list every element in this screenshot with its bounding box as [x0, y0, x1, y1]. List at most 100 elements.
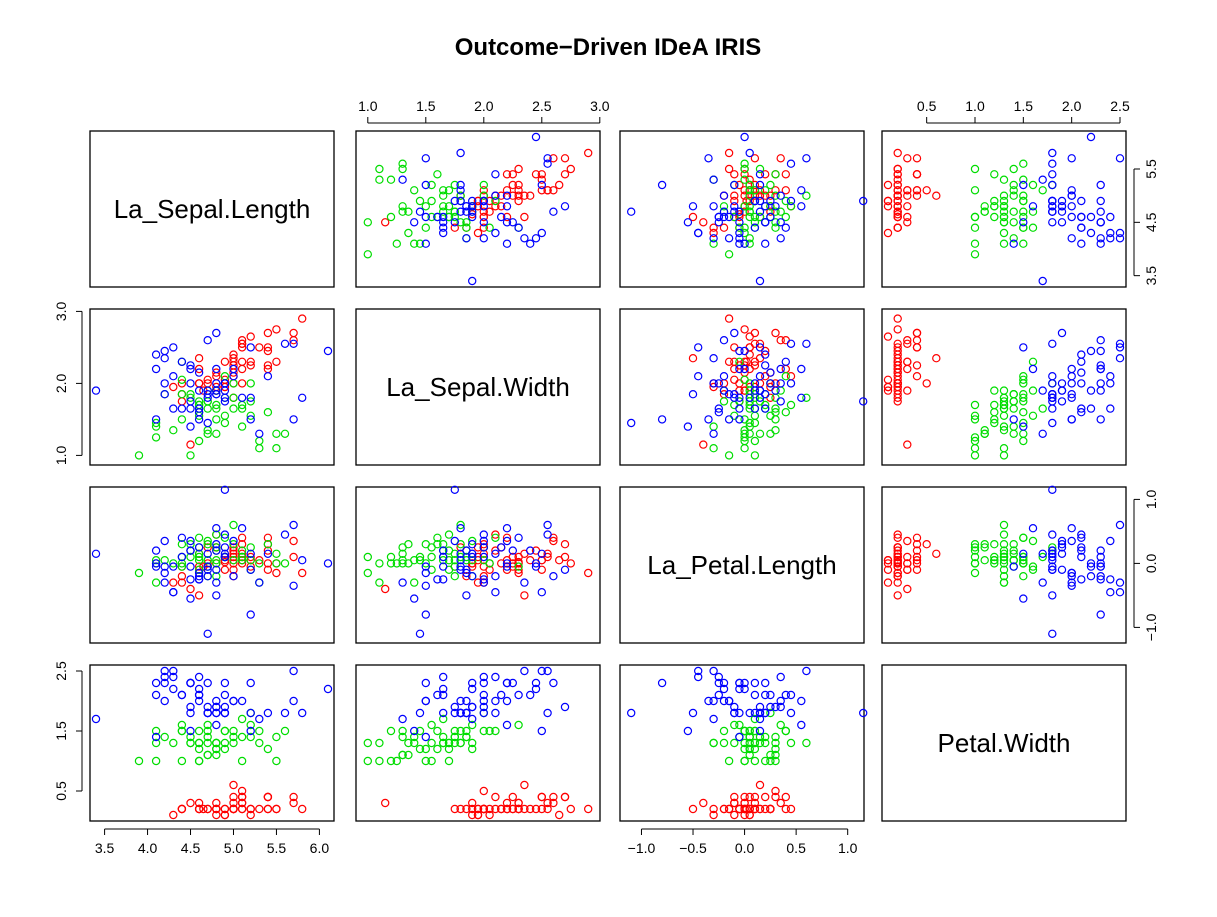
data-point	[893, 368, 902, 377]
data-point	[220, 418, 230, 428]
data-point	[724, 212, 734, 222]
data-point	[229, 565, 238, 575]
data-point	[1009, 556, 1018, 565]
data-point	[999, 411, 1009, 420]
data-point	[421, 223, 430, 232]
data-point	[1115, 339, 1125, 348]
data-point	[1048, 591, 1057, 600]
data-point	[1038, 404, 1047, 413]
data-point	[735, 180, 744, 190]
data-point	[237, 556, 247, 565]
data-point	[439, 738, 448, 748]
data-point	[410, 239, 419, 248]
data-point	[999, 444, 1009, 453]
data-point	[398, 732, 407, 742]
data-point	[771, 415, 780, 424]
data-point	[724, 696, 734, 706]
data-point	[766, 191, 775, 200]
data-point	[999, 520, 1009, 530]
data-point	[203, 702, 212, 712]
data-point	[999, 559, 1009, 568]
data-point	[502, 218, 512, 227]
data-point	[375, 175, 384, 184]
data-point	[229, 696, 238, 706]
data-point	[786, 738, 796, 748]
data-point	[212, 744, 221, 754]
data-point	[186, 708, 195, 718]
data-point	[246, 810, 255, 820]
data-point	[462, 572, 471, 581]
data-point	[657, 415, 667, 424]
data-point	[450, 572, 459, 581]
data-point	[439, 562, 448, 571]
data-point	[91, 549, 101, 559]
data-point	[194, 726, 204, 736]
data-point	[1048, 530, 1057, 539]
data-point	[468, 678, 477, 688]
data-point	[1009, 404, 1018, 413]
data-point	[177, 552, 187, 562]
data-point	[1048, 339, 1057, 348]
data-point	[375, 738, 384, 748]
data-point	[990, 415, 999, 424]
data-point	[903, 364, 912, 374]
data-point	[912, 154, 922, 163]
data-point	[491, 708, 500, 718]
data-point	[719, 212, 729, 222]
data-point	[735, 404, 744, 413]
data-point	[761, 202, 770, 211]
data-point	[531, 804, 541, 814]
data-point	[883, 386, 893, 395]
data-point	[735, 210, 744, 219]
data-point	[761, 708, 770, 718]
data-point	[1019, 212, 1028, 222]
data-point	[781, 357, 791, 366]
data-point	[883, 196, 893, 206]
data-point	[1019, 180, 1028, 190]
data-point	[560, 540, 570, 549]
data-point	[893, 364, 902, 374]
data-point	[220, 549, 230, 559]
data-point	[970, 400, 980, 410]
data-point	[750, 738, 760, 748]
data-point	[750, 328, 760, 338]
data-point	[520, 578, 529, 587]
data-point	[485, 559, 494, 568]
data-point	[776, 218, 785, 227]
data-point	[491, 804, 500, 814]
data-point	[549, 572, 558, 581]
data-point	[237, 339, 247, 348]
data-point	[537, 170, 547, 179]
data-point	[761, 804, 770, 814]
data-point	[229, 354, 238, 363]
data-point	[730, 738, 739, 748]
data-point	[912, 540, 922, 549]
data-point	[1077, 368, 1086, 377]
panel-frame	[89, 486, 335, 644]
data-point	[1057, 386, 1067, 395]
data-point	[859, 397, 868, 406]
data-point	[560, 792, 570, 802]
data-point	[160, 556, 169, 565]
data-point	[714, 690, 724, 700]
data-point	[745, 350, 754, 359]
data-point	[893, 393, 902, 402]
data-point	[990, 386, 999, 395]
data-point	[491, 533, 500, 543]
data-point	[781, 726, 791, 736]
data-point	[735, 804, 744, 814]
data-point	[1028, 562, 1038, 571]
data-point	[237, 540, 247, 549]
data-point	[194, 804, 204, 814]
data-point	[883, 202, 893, 211]
data-point	[776, 397, 785, 406]
data-point	[186, 361, 195, 370]
data-point	[1067, 372, 1076, 381]
x-tick-label: 1.5	[1014, 98, 1034, 114]
data-point	[740, 444, 749, 453]
data-point	[566, 164, 576, 174]
data-point	[745, 234, 754, 243]
data-point	[1115, 154, 1125, 163]
data-point	[776, 191, 785, 200]
data-point	[160, 672, 169, 682]
